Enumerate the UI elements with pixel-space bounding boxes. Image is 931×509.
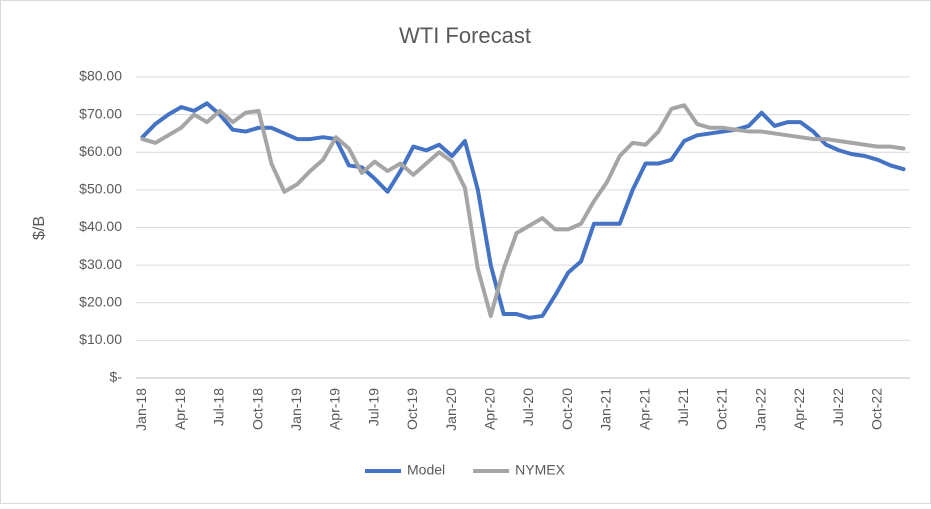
x-tick-label: Oct-18 bbox=[249, 388, 265, 430]
y-tick-label: $70.00 bbox=[79, 105, 122, 121]
x-tick-label: Jul-18 bbox=[211, 388, 227, 426]
y-tick-label: $10.00 bbox=[79, 331, 122, 347]
legend-label: NYMEX bbox=[515, 462, 565, 478]
y-tick-label: $40.00 bbox=[79, 218, 122, 234]
line-series bbox=[140, 101, 906, 320]
x-tick-label: Jan-18 bbox=[133, 388, 149, 431]
x-tick-label: Jan-19 bbox=[288, 388, 304, 431]
y-tick-label: $60.00 bbox=[79, 143, 122, 159]
legend-label: Model bbox=[407, 462, 445, 478]
x-tick-label: Apr-18 bbox=[172, 388, 188, 430]
x-tick-label: Oct-19 bbox=[404, 388, 420, 430]
x-tick-label: Jul-22 bbox=[830, 388, 846, 426]
x-tick-label: Oct-22 bbox=[868, 388, 884, 430]
y-tick-label: $30.00 bbox=[79, 256, 122, 272]
x-tick-label: Jul-19 bbox=[365, 388, 381, 426]
x-tick-label: Jan-22 bbox=[752, 388, 768, 431]
x-tick-label: Apr-22 bbox=[791, 388, 807, 430]
x-tick-label: Jul-20 bbox=[520, 388, 536, 426]
x-tick-label: Jan-21 bbox=[598, 388, 614, 431]
x-tick-label: Jul-21 bbox=[675, 388, 691, 426]
x-tick-label: Oct-21 bbox=[714, 388, 730, 430]
y-tick-label: $50.00 bbox=[79, 181, 122, 197]
x-tick-label: Apr-21 bbox=[636, 388, 652, 430]
y-tick-label: $20.00 bbox=[79, 293, 122, 309]
x-tick-label: Apr-19 bbox=[327, 388, 343, 430]
x-tick-label: Jan-20 bbox=[443, 388, 459, 431]
chart-title: WTI Forecast bbox=[399, 23, 531, 48]
x-tick-label: Oct-20 bbox=[559, 388, 575, 430]
x-tick-label: Apr-20 bbox=[481, 388, 497, 430]
line-series bbox=[140, 103, 906, 318]
y-tick-label: $80.00 bbox=[79, 68, 122, 84]
y-axis-label: $/B bbox=[31, 216, 48, 240]
y-tick-label: $- bbox=[110, 369, 123, 385]
